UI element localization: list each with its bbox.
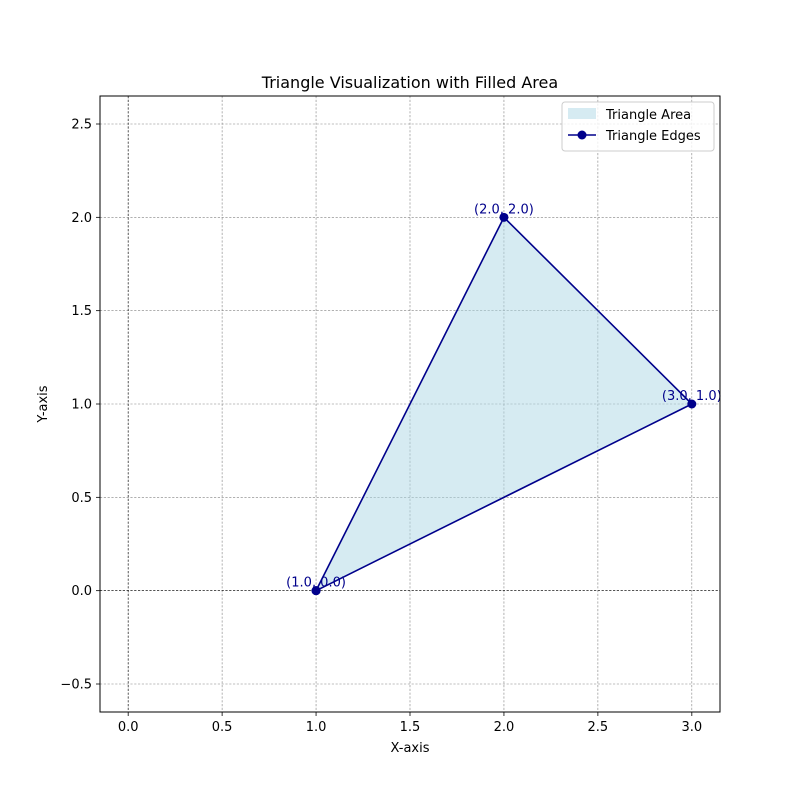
vertex-label: (3.0, 1.0) (662, 389, 722, 404)
chart-title: Triangle Visualization with Filled Area (261, 73, 558, 92)
legend: Triangle Area Triangle Edges (561, 101, 715, 152)
x-tick-label: 2.0 (494, 720, 515, 735)
vertex-label: (1.0, 0.0) (286, 576, 346, 591)
y-tick-label: 1.0 (71, 398, 92, 413)
y-axis-label: Y-axis (36, 385, 51, 423)
vertex-labels: (1.0, 0.0) (2.0, 2.0) (3.0, 1.0) (286, 202, 722, 590)
reference-lines (100, 96, 720, 712)
y-tick-label: 2.0 (71, 211, 92, 226)
triangle-edges-line (315, 216, 693, 592)
vertex-marker (311, 586, 321, 596)
triangle-edges (315, 216, 693, 592)
vertex-marker (687, 399, 697, 409)
legend-edges-marker (577, 130, 587, 140)
x-tick-label: 1.5 (400, 720, 421, 735)
y-tick-label: 1.5 (71, 304, 92, 319)
y-tick-label: 2.5 (71, 118, 92, 133)
y-tick-label: 0.0 (71, 584, 92, 599)
vertex-markers (311, 212, 697, 596)
x-tick-label: 1.0 (306, 720, 327, 735)
vertex-marker (499, 212, 509, 222)
x-tick-label: 3.0 (681, 720, 702, 735)
axis-ticks: 0.0 0.5 1.0 1.5 2.0 2.5 3.0 −0.5 0.0 0.5 1.0 1.5 2.0… (60, 118, 702, 736)
legend-edges-label: Triangle Edges (605, 129, 701, 144)
y-tick-label: 0.5 (71, 491, 92, 506)
x-tick-label: 2.5 (588, 720, 609, 735)
y-tick-label: −0.5 (60, 678, 92, 693)
vertex-label: (2.0, 2.0) (474, 202, 534, 217)
x-axis-label: X-axis (391, 741, 430, 756)
legend-area-label: Triangle Area (605, 108, 691, 123)
legend-box (561, 101, 715, 152)
legend-area-swatch (568, 108, 596, 119)
x-tick-label: 0.5 (212, 720, 233, 735)
x-tick-label: 0.0 (118, 720, 139, 735)
